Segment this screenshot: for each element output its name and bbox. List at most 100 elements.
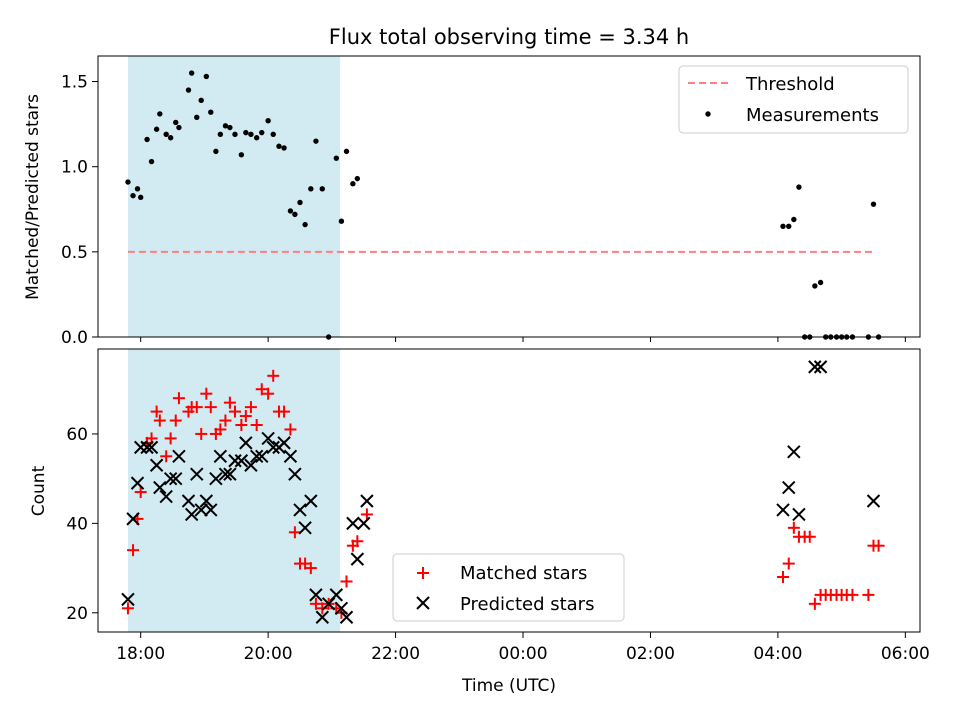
measurement-point [163,131,169,138]
x-axis-label: Time (UTC) [461,676,556,696]
predicted-star-point [163,471,178,486]
predicted-star-point [153,480,167,495]
predicted-star-point [190,467,204,481]
predicted-star-point [228,454,242,468]
matched-star-point [223,396,236,409]
matched-star-point [219,414,232,427]
measurement-point [817,279,824,286]
x-tick-label: 04:00 [753,644,802,664]
y-tick-label: 0.0 [61,328,88,348]
matched-star-point [255,383,268,396]
matched-star-point [160,450,173,463]
measurement-point [292,211,298,218]
measurement-point [780,223,786,230]
measurement-point [796,184,802,190]
matched-star-point [169,414,182,427]
bottom-y-axis-label: Count [29,465,49,516]
predicted-star-point [334,601,349,616]
matched-star-point [803,530,816,543]
matched-star-point [278,405,291,418]
predicted-star-point [360,494,374,508]
matched-star-point [309,597,322,610]
predicted-star-point [133,440,148,455]
predicted-star-point [159,489,173,504]
matched-star-point [244,401,257,414]
measurement-point [812,283,818,289]
predicted-star-point [283,449,298,464]
measurement-point [125,179,131,185]
measurement-point [786,223,792,230]
measurement-point [144,136,150,143]
predicted-star-point [140,440,154,455]
measurement-point [338,218,345,224]
matched-star-point [316,602,329,615]
matched-star-point [846,588,859,601]
matched-star-point [121,602,134,615]
bottom-x-ticks: 18:00 20:00 22:00 00:00 02:00 04:00 06:00 [116,632,930,664]
matched-star-point [229,405,241,418]
measurement-point [157,111,163,117]
matched-star-point [304,562,317,575]
measurement-point [791,216,797,223]
bottom-axes-frame [97,348,921,633]
matched-star-point [235,419,248,432]
measurement-point [276,143,282,149]
predicted-star-point [813,360,828,374]
predicted-star-point [346,516,360,531]
measurement-point [265,118,271,124]
predicted-star-point [149,458,164,472]
matched-star-point [190,401,203,414]
predicted-star-point [126,512,140,526]
predicted-star-point [194,503,208,517]
matched-star-point [204,401,217,414]
bottom-legend: Matched stars Predicted stars [392,553,625,622]
predicted-star-point [184,507,199,522]
predicted-star-point [223,467,237,481]
measurement-point [259,129,265,136]
predicted-star-point [266,440,280,455]
predicted-star-point [339,610,354,624]
matched-star-point [782,557,795,570]
measurement-point [354,175,361,182]
top-x-ticks [140,337,906,342]
matched-star-point [777,571,789,584]
matched-star-point [862,588,875,601]
predicted-star-point [244,458,258,472]
legend-predicted-label: Predicted stars [460,594,594,615]
measurement-point [343,148,350,155]
predicted-star-point [121,592,135,607]
predicted-star-point [255,449,269,464]
observing-span-shade [127,56,341,337]
top-panel: 0.0 0.5 1.0 1.5 Matched/Predicted stars Thr… [23,55,921,348]
predicted-star-point [350,552,365,566]
measurement-point [203,73,210,80]
measurement-point [167,135,174,141]
measurement-point [248,131,254,138]
predicted-star-point [209,471,223,486]
predicted-star-point [357,516,371,531]
predicted-star-point [315,610,330,624]
x-tick-label: 20:00 [244,644,293,664]
measurement-point [243,129,249,136]
measurement-point [350,181,356,187]
bottom-panel: 20 40 60 18:00 20:00 22:00 00:00 02:00 04:00 06:… [29,348,930,696]
bottom-legend-box [392,553,625,622]
measurement-point [222,123,229,129]
predicted-star-point [866,494,881,508]
measurement-point [185,87,192,93]
measurement-point [198,97,204,103]
legend-matched-label: Matched stars [460,563,587,584]
measurement-point [302,221,308,228]
measurement-point [208,109,214,115]
measurement-point [238,152,245,158]
measurement-point [297,199,303,206]
measurement-point [213,148,219,155]
predicted-star-point [144,440,159,455]
measurement-point [281,145,287,151]
legend-measurements-swatch [705,111,711,117]
measurement-point [176,124,182,131]
measurement-point [270,131,276,138]
matched-star-point [172,392,185,405]
x-tick-label: 22:00 [371,644,420,664]
